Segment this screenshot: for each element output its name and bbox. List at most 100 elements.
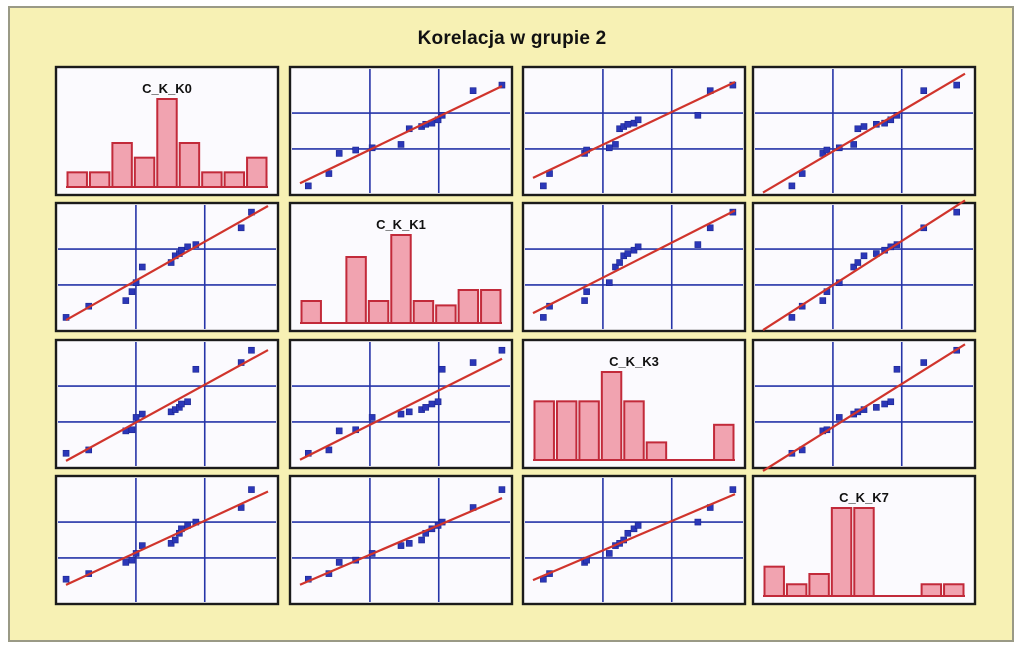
scatter-point (605, 550, 613, 557)
histogram-bar (88, 171, 111, 188)
scatter-point (953, 208, 961, 216)
histogram-bar (412, 300, 435, 324)
histogram-bar (808, 573, 830, 597)
matrix-cell-C_K_K0-C_K_K1 (288, 65, 514, 197)
histogram-bar (111, 142, 133, 188)
scatter-point (397, 410, 405, 418)
histogram-bar (623, 400, 645, 462)
scatter-point (434, 398, 442, 406)
cell-frame (288, 65, 514, 197)
histogram-bar (435, 304, 457, 324)
scatter-point (706, 224, 714, 232)
histogram-bar (457, 289, 480, 324)
matrix-cell-C_K_K3-C_K_K7 (751, 338, 977, 472)
scatter-point (920, 359, 928, 366)
scatter-point (335, 427, 343, 435)
matrix-cell-C_K_K7-C_K_K1 (288, 474, 514, 606)
scatter-point (788, 182, 796, 190)
scatter-point (469, 87, 477, 94)
histogram-label: C_K_K3 (609, 354, 659, 369)
histogram-bar (713, 423, 735, 461)
matrix-cell-C_K_K0-C_K_K7 (751, 65, 977, 197)
scatter-point (304, 182, 312, 190)
scatter-point (167, 540, 175, 547)
scatter-point (854, 125, 862, 133)
regression-line (299, 85, 503, 185)
scatter-point (860, 252, 868, 260)
regression-line (65, 205, 269, 321)
scatter-point (132, 414, 140, 421)
matrix-cell-C_K_K0-C_K_K3 (521, 65, 747, 197)
scatter-point (819, 297, 827, 304)
scatter-point (860, 123, 868, 130)
scatter-point (612, 141, 619, 148)
scatter-point (335, 150, 343, 157)
cell-frame (521, 474, 747, 606)
scatter-point (850, 263, 858, 271)
scatter-point (138, 263, 146, 271)
scatter-point (368, 414, 376, 421)
scatter-point (788, 314, 796, 321)
scatter-point (248, 486, 255, 493)
histogram-label: C_K_K1 (376, 217, 426, 232)
regression-line (532, 209, 736, 315)
histogram-bar (178, 142, 201, 188)
scatter-point (405, 540, 413, 547)
scatter-point (630, 525, 638, 533)
scatter-point (605, 279, 613, 286)
scatter-point (634, 522, 642, 529)
histogram-bar (300, 300, 322, 324)
scatter-point (694, 112, 702, 119)
scatter-point (405, 408, 413, 416)
scatter-point (605, 144, 613, 152)
histogram-bar (533, 400, 555, 462)
histogram-bar (853, 507, 875, 597)
scatter-point (128, 288, 136, 295)
scatter-point (540, 182, 547, 190)
scatter-point (624, 529, 632, 537)
histogram-bar (390, 234, 412, 324)
scatter-point (583, 288, 590, 295)
scatter-point (634, 243, 642, 251)
scatter-point (624, 250, 632, 257)
scatter-point (823, 146, 831, 154)
histogram-bar (345, 256, 367, 324)
regression-line (532, 493, 736, 582)
scatter-point (438, 365, 446, 373)
scatter-point (581, 297, 588, 304)
scatter-point (237, 224, 245, 232)
scatter-point (397, 141, 405, 148)
scatter-point (624, 120, 632, 128)
scatter-point (498, 81, 506, 89)
regression-line (299, 497, 503, 586)
scatter-point (62, 449, 70, 457)
scatter-point (422, 404, 430, 411)
scatter-point (850, 141, 858, 148)
scatter-point (469, 359, 477, 366)
scatter-point (616, 259, 623, 266)
scatter-point (178, 400, 185, 408)
regression-line (299, 357, 503, 461)
scatter-point (835, 414, 843, 421)
histogram-label: C_K_K0 (142, 81, 192, 96)
scatter-point (634, 116, 642, 124)
scatter-point (854, 259, 862, 266)
histogram-bar (555, 400, 578, 462)
scatter-point (335, 559, 343, 566)
scatter-point (873, 404, 880, 411)
histogram-bar (920, 583, 943, 597)
cell-frame (751, 201, 977, 333)
matrix-cell-C_K_K7-C_K_K3 (521, 474, 747, 606)
matrix-cell-C_K_K3-C_K_K3: C_K_K3 (521, 338, 747, 470)
regression-line (65, 490, 269, 586)
scatter-point (138, 410, 146, 418)
histogram-bar (246, 156, 268, 189)
scatter-point (184, 398, 191, 406)
cell-frame (288, 474, 514, 606)
scatter-point (128, 556, 136, 564)
scatter-point (498, 486, 506, 493)
histogram-bar (645, 441, 668, 461)
scatter-point (184, 243, 191, 251)
scatter-point (887, 398, 895, 406)
